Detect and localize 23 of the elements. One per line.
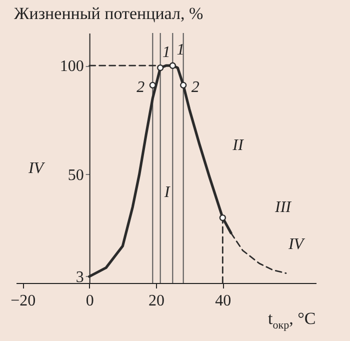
annotation: III (274, 199, 292, 216)
annotation: 2 (136, 79, 145, 96)
annotation: II (232, 137, 244, 154)
point (156, 64, 164, 72)
y-tick-label: 50 (68, 166, 84, 184)
x-tick-label: 40 (215, 292, 232, 310)
annotation: 1 (176, 42, 185, 59)
annotation: IV (27, 160, 46, 177)
point (169, 62, 176, 69)
annotation: IV (287, 236, 306, 253)
y-tick-label: 100 (60, 58, 84, 76)
point (149, 82, 156, 89)
y-axis-title: Жизненный потенциал, % (14, 4, 204, 24)
x-tick-label: −20 (10, 292, 36, 310)
annotation: 2 (191, 79, 200, 96)
point (180, 82, 187, 89)
annotation: 1 (162, 44, 170, 61)
x-tick-label: 20 (148, 292, 164, 310)
x-axis-title: t$_{окр}$, °C (268, 309, 316, 332)
y-tick-label: 3 (76, 268, 84, 286)
point (219, 214, 226, 222)
annotation: I (163, 184, 170, 201)
x-tick-label: 0 (86, 292, 94, 310)
